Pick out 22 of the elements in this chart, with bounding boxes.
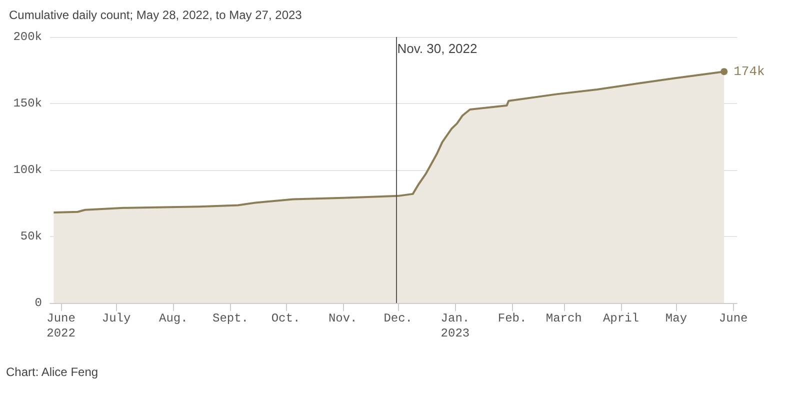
y-tick-label: 200k (13, 30, 42, 44)
chart-title: Cumulative daily count; May 28, 2022, to May 27, 2023 (9, 8, 302, 22)
x-tick-label: March (546, 312, 582, 326)
data-label: 174k (734, 64, 766, 80)
x-tick-label: July (102, 312, 131, 326)
y-tick-label: 50k (20, 230, 42, 244)
x-tick-label: Oct. (271, 312, 300, 326)
y-tick-label: 100k (13, 163, 42, 177)
x-tick-label: May (665, 312, 688, 326)
y-tick-label: 0 (34, 296, 42, 310)
x-tick-label: Dec. (384, 312, 413, 326)
y-tick-label: 150k (13, 96, 42, 110)
x-tick-label: June (718, 312, 748, 326)
x-tick-label: Nov. (328, 312, 358, 326)
x-tick-label: Jan. 2023 (440, 312, 470, 340)
ref-line-label: Nov. 30, 2022 (397, 41, 478, 56)
x-tick-label: Sept. (212, 312, 249, 326)
x-tick-label: June 2022 (46, 312, 76, 340)
x-tick-label: Aug. (158, 312, 188, 326)
x-tick-label: Feb. (498, 312, 527, 326)
text: Chart: Alice Feng (6, 365, 98, 379)
x-tick-label: April (602, 312, 639, 326)
